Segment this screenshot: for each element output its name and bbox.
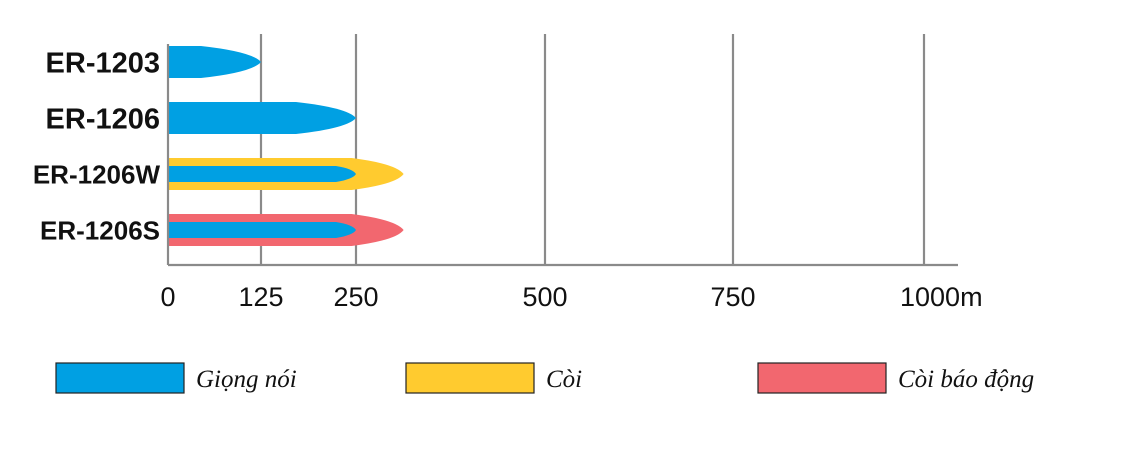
bar-group-er-1206 xyxy=(168,102,356,134)
tick-label-125: 125 xyxy=(238,282,283,312)
category-label-er-1206w: ER-1206W xyxy=(33,159,161,189)
bar-voice-er-1206 xyxy=(168,102,356,134)
category-label-er-1203: ER-1203 xyxy=(46,47,160,79)
legend-label: Còi xyxy=(546,366,582,393)
tick-labels: 0 125 250 500 750 1000m xyxy=(160,282,982,312)
tick-label-1000: 1000m xyxy=(900,282,983,312)
bars xyxy=(168,46,404,246)
legend-item-siren: Còi báo động xyxy=(757,362,1034,394)
bar-group-er-1206w xyxy=(168,158,404,190)
category-label-er-1206: ER-1206 xyxy=(46,103,160,135)
legend-swatch xyxy=(757,362,887,394)
legend-label: Giọng nói xyxy=(196,366,297,393)
bar-voice-er-1206w xyxy=(168,166,356,182)
legend-item-horn: Còi xyxy=(405,362,582,394)
bar-group-er-1206s xyxy=(168,214,404,246)
bar-voice-er-1206s xyxy=(168,222,356,238)
x-axis xyxy=(166,44,958,267)
tick-label-250: 250 xyxy=(333,282,378,312)
bar-voice-er-1203 xyxy=(168,46,261,78)
legend-label: Còi báo động xyxy=(898,366,1034,393)
legend-swatch xyxy=(405,362,535,394)
category-label-er-1206s: ER-1206S xyxy=(40,215,160,245)
category-labels: ER-1203 ER-1206 ER-1206W ER-1206S xyxy=(33,47,161,245)
bar-group-er-1203 xyxy=(168,46,261,78)
tick-label-750: 750 xyxy=(710,282,755,312)
legend-item-voice: Giọng nói xyxy=(55,362,297,394)
legend-swatch xyxy=(55,362,185,394)
tick-label-500: 500 xyxy=(522,282,567,312)
legend: Giọng nói Còi Còi báo động xyxy=(55,362,1034,394)
tick-label-0: 0 xyxy=(160,282,175,312)
